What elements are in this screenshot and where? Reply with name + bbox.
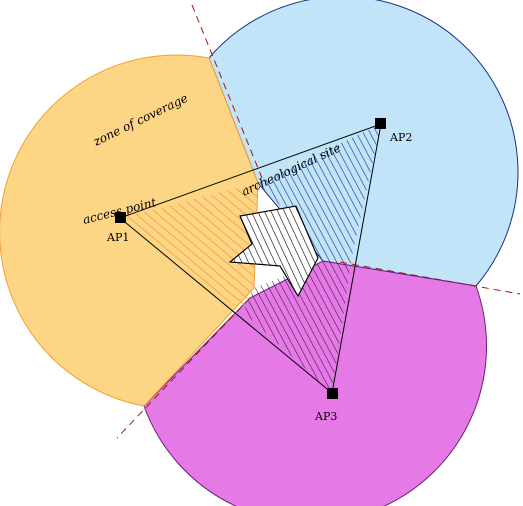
coverage-zone-ap3 [143, 260, 487, 506]
hatch-region-ap1 [120, 183, 258, 312]
access-point-ap3-marker [327, 388, 338, 399]
boundary-line-2 [339, 261, 521, 295]
archeological-site-hatch [228, 205, 319, 298]
hatch-region-ap2 [258, 124, 381, 261]
access-point-ap2-marker [375, 118, 386, 129]
ap2-label: AP2 [389, 131, 412, 144]
boundary-line-3 [116, 297, 251, 439]
ap1-label: AP1 [106, 231, 129, 244]
ap3-label: AP3 [314, 410, 337, 423]
access-point-triangle [119, 123, 382, 394]
coverage-zone-ap1 [0, 54, 259, 407]
hatch-region-ap3 [243, 256, 352, 393]
access-point-ap1-marker [115, 212, 126, 223]
